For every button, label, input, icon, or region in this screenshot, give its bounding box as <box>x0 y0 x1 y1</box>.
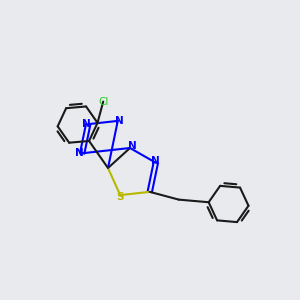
Text: N: N <box>116 116 124 126</box>
Text: N: N <box>152 156 160 166</box>
Text: N: N <box>128 141 136 151</box>
Text: Cl: Cl <box>98 97 108 106</box>
Text: N: N <box>82 119 91 129</box>
Text: S: S <box>116 192 124 202</box>
Text: N: N <box>75 148 84 158</box>
